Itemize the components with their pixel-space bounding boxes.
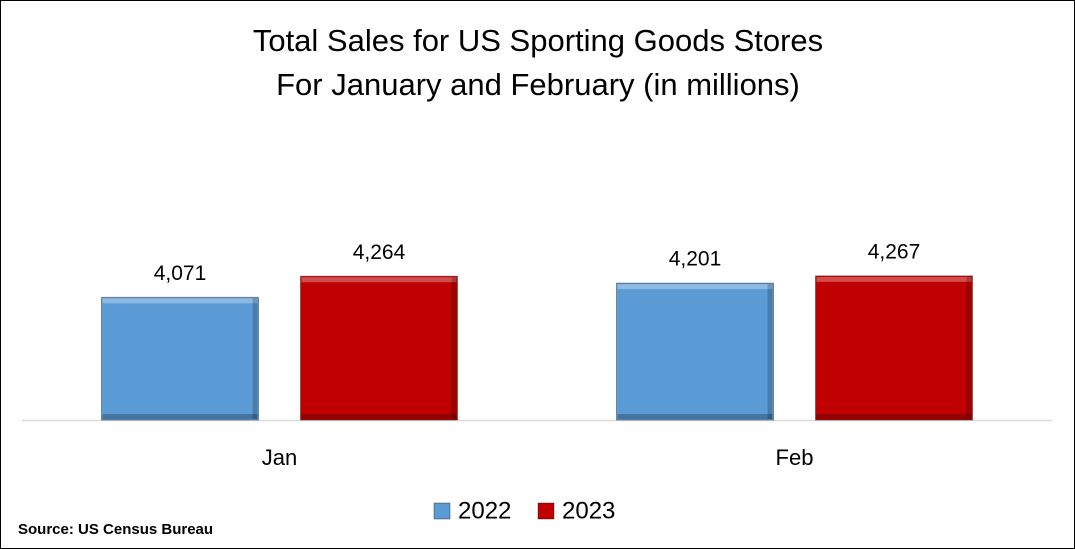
bar-bevel: [617, 414, 773, 419]
bar-bevel: [767, 284, 773, 419]
bar-bevel: [816, 276, 972, 282]
bar: [616, 282, 774, 421]
data-label: 4,071: [154, 262, 207, 285]
data-label: 4,201: [669, 248, 722, 271]
bar-bevel: [966, 276, 972, 419]
chart-title: Total Sales for US Sporting Goods Stores: [253, 23, 823, 58]
bar-bevel: [252, 298, 258, 419]
bar: [815, 275, 973, 421]
legend-swatch: [433, 502, 451, 520]
legend-label: 2022: [458, 497, 511, 524]
x-tick-label: Feb: [776, 445, 814, 470]
x-tick-label: Jan: [262, 445, 297, 470]
bar-bevel: [816, 414, 972, 419]
legend-label: 2023: [562, 497, 615, 524]
bar-bevel: [301, 414, 457, 419]
source-note: Source: US Census Bureau: [18, 521, 213, 538]
bar-bevel: [102, 298, 258, 304]
chart-subtitle: For January and February (in millions): [276, 67, 800, 102]
bar-bevel: [451, 277, 457, 419]
data-label: 4,267: [868, 240, 921, 263]
bar: [101, 296, 259, 421]
bar-bevel: [301, 277, 457, 283]
bar-bevel: [102, 414, 258, 419]
legend-swatch: [537, 502, 555, 520]
data-label: 4,264: [353, 241, 406, 264]
bar-bevel: [617, 284, 773, 290]
bar: [300, 275, 458, 421]
